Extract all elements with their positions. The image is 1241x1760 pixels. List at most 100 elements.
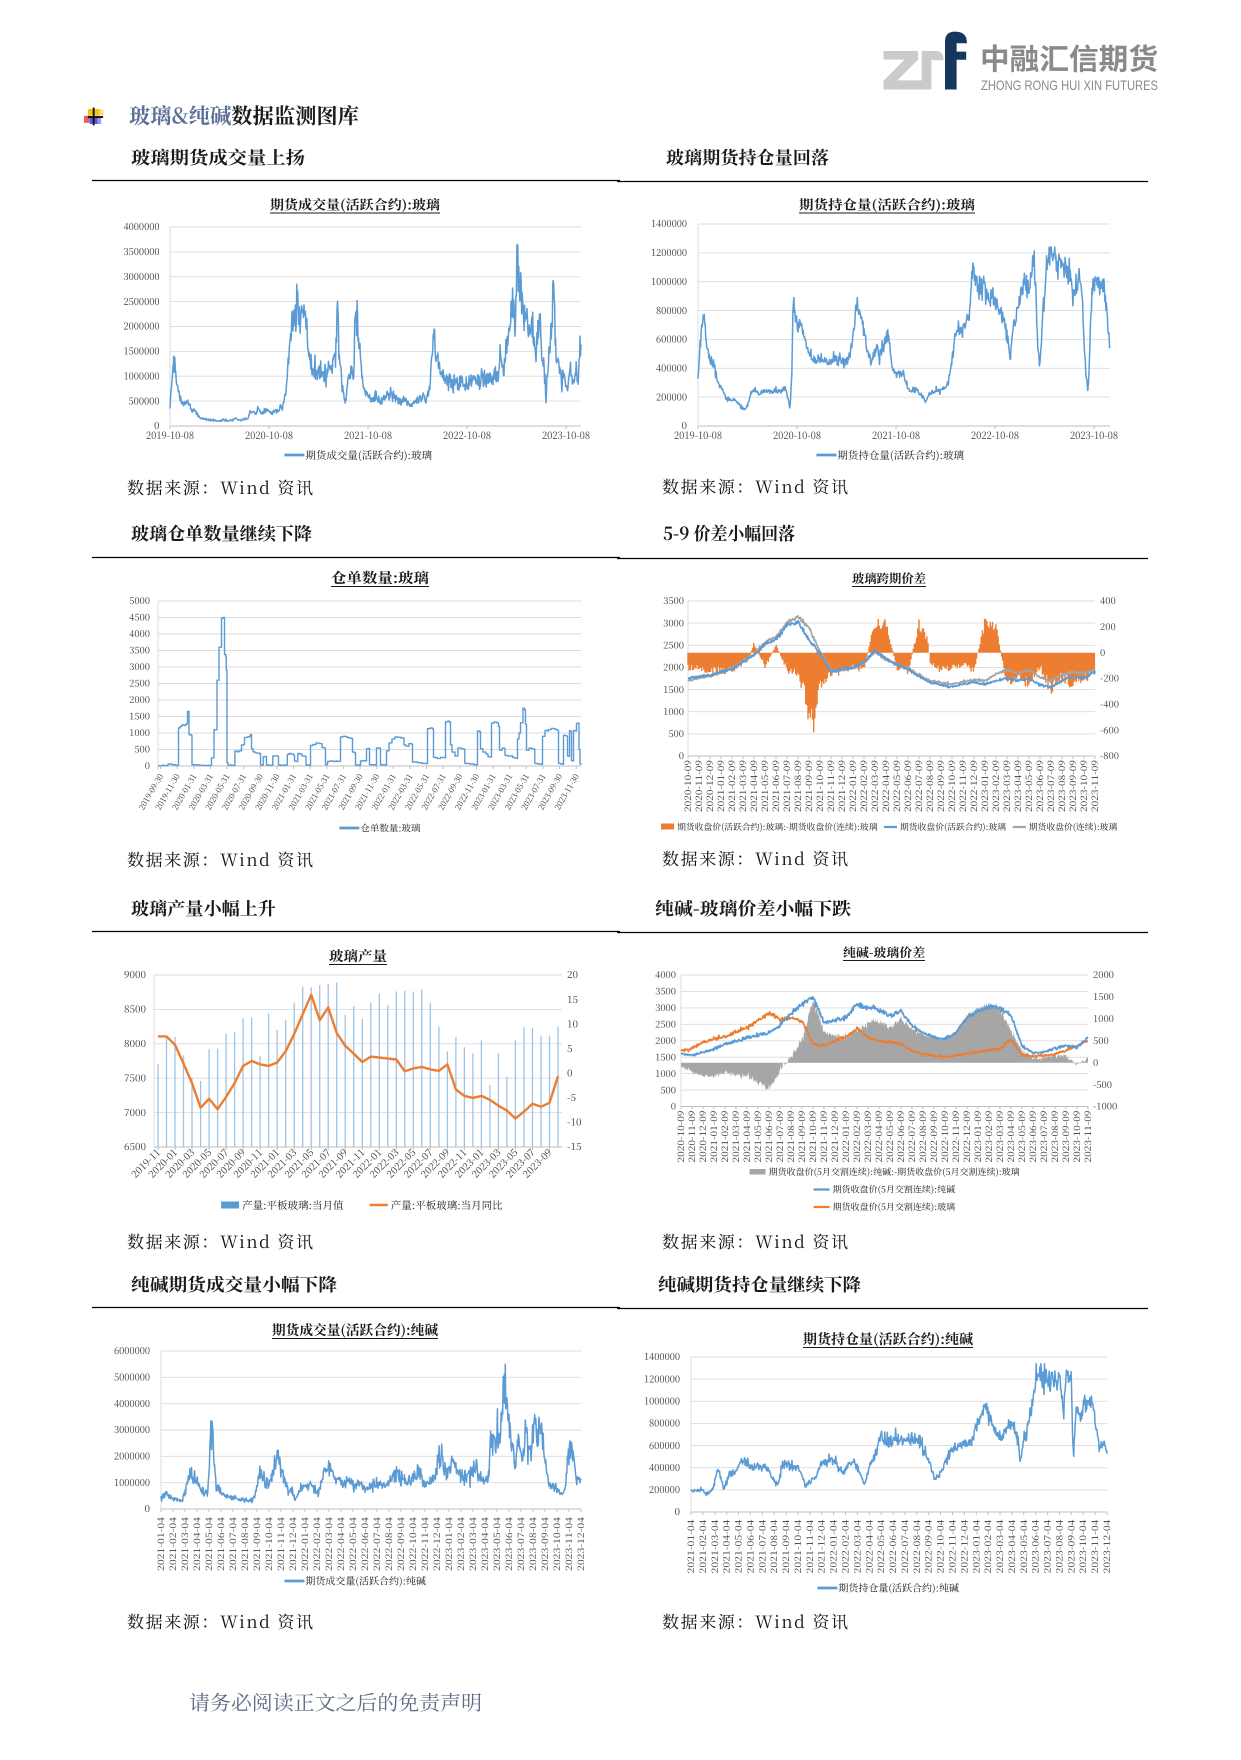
svg-text:玻璃跨期价差: 玻璃跨期价差 [852,569,926,587]
svg-text:0: 0 [145,758,150,772]
svg-text:2023-06-04: 2023-06-04 [502,1517,515,1571]
svg-text:2022-03-09: 2022-03-09 [868,760,881,812]
svg-text:1500: 1500 [1093,989,1114,1003]
svg-text:2500: 2500 [655,1017,676,1031]
svg-text:2022-07-09: 2022-07-09 [905,1110,918,1162]
svg-text:2023-04-04: 2023-04-04 [478,1517,491,1571]
svg-text:2023-04-09: 2023-04-09 [1011,760,1024,812]
svg-text:2020-10-09: 2020-10-09 [681,760,694,812]
svg-text:1400000: 1400000 [651,215,687,230]
svg-text:2023-05-04: 2023-05-04 [1017,1519,1030,1573]
svg-text:1000000: 1000000 [644,1393,680,1408]
svg-text:3000: 3000 [663,615,684,629]
svg-text:2023-05-09: 2023-05-09 [1015,1110,1028,1162]
svg-text:200000: 200000 [656,388,687,403]
svg-text:期货持仓量(活跃合约):纯碱: 期货持仓量(活跃合约):纯碱 [803,1329,973,1349]
svg-text:4000: 4000 [129,626,150,640]
svg-text:2022-05-09: 2022-05-09 [883,1110,896,1162]
svg-text:3000: 3000 [129,659,150,673]
svg-text:数据来源：Wind 资讯: 数据来源：Wind 资讯 [127,1228,315,1253]
svg-text:3500000: 3500000 [124,243,160,258]
svg-text:2021-04-09: 2021-04-09 [740,1110,753,1162]
svg-text:2021-04-04: 2021-04-04 [720,1519,733,1573]
svg-text:仓单数量:玻璃: 仓单数量:玻璃 [360,820,421,834]
svg-text:期货成交量(活跃合约):纯碱: 期货成交量(活跃合约):纯碱 [305,1573,426,1588]
svg-text:2021-11-09: 2021-11-09 [824,760,837,812]
svg-text:2021-08-04: 2021-08-04 [238,1517,251,1571]
svg-text:2023-10-04: 2023-10-04 [1076,1519,1089,1573]
svg-text:500: 500 [1093,1033,1109,1047]
svg-text:玻璃&纯碱数据监测图库: 玻璃&纯碱数据监测图库 [129,100,359,131]
svg-text:期货收盘价(连续):玻璃: 期货收盘价(连续):玻璃 [1029,820,1118,833]
svg-text:2500000: 2500000 [124,293,160,308]
svg-text:期货成交量(活跃合约):玻璃: 期货成交量(活跃合约):玻璃 [305,448,432,463]
svg-text:-500: -500 [1093,1077,1112,1091]
svg-text:-200: -200 [1100,671,1119,685]
svg-text:3500: 3500 [663,593,684,607]
svg-text:中融汇信期货: 中融汇信期货 [980,37,1158,79]
svg-text:期货收盘价(5月交割连续):纯碱:-期货收盘价(5月交割连续: 期货收盘价(5月交割连续):纯碱:-期货收盘价(5月交割连续):玻璃 [769,1165,1020,1178]
svg-text:2021-05-09: 2021-05-09 [758,760,771,812]
svg-text:2023-11-09: 2023-11-09 [1088,760,1101,812]
svg-text:期货成交量(活跃合约):纯碱: 期货成交量(活跃合约):纯碱 [272,1320,438,1340]
svg-text:2020-10-08: 2020-10-08 [245,428,293,443]
svg-text:2023-07-09: 2023-07-09 [1037,1110,1050,1162]
svg-text:2023-01-09: 2023-01-09 [978,760,991,812]
svg-text:10: 10 [567,1015,579,1030]
svg-text:期货收盘价(5月交割连续):纯碱: 期货收盘价(5月交割连续):纯碱 [833,1183,956,1196]
svg-text:2022-10-09: 2022-10-09 [945,760,958,812]
svg-text:2022-06-04: 2022-06-04 [886,1519,899,1573]
svg-text:期货持仓量(活跃合约):玻璃: 期货持仓量(活跃合约):玻璃 [799,194,976,214]
svg-text:3000000: 3000000 [124,268,160,283]
svg-text:1500: 1500 [663,682,684,696]
svg-text:400: 400 [1100,593,1116,607]
svg-text:2500: 2500 [663,638,684,652]
svg-text:玻璃产量小幅上升: 玻璃产量小幅上升 [131,895,276,921]
svg-text:0: 0 [682,417,688,432]
svg-text:-15: -15 [567,1138,581,1153]
svg-text:2022-02-04: 2022-02-04 [310,1517,323,1571]
svg-text:2021-11-04: 2021-11-04 [803,1519,816,1573]
svg-text:2021-08-04: 2021-08-04 [767,1519,780,1573]
svg-text:2021-05-04: 2021-05-04 [732,1519,745,1573]
svg-text:2022-03-04: 2022-03-04 [850,1519,863,1573]
svg-text:2022-06-09: 2022-06-09 [901,760,914,812]
svg-text:2021-05-04: 2021-05-04 [202,1517,215,1571]
svg-text:2020-11-09: 2020-11-09 [685,1110,698,1162]
svg-text:2020-10-08: 2020-10-08 [773,428,821,443]
svg-text:2023-09-04: 2023-09-04 [1064,1519,1077,1573]
svg-text:2023-08-04: 2023-08-04 [1053,1519,1066,1573]
svg-text:3000000: 3000000 [114,1421,150,1436]
svg-text:2023-10-08: 2023-10-08 [542,428,590,443]
svg-text:2023-10-08: 2023-10-08 [1070,428,1118,443]
svg-text:2023-06-09: 2023-06-09 [1033,760,1046,812]
svg-text:2023-08-09: 2023-08-09 [1048,1110,1061,1162]
svg-text:2022-07-04: 2022-07-04 [898,1519,911,1573]
svg-text:200: 200 [1100,619,1116,633]
svg-text:2020-11-09: 2020-11-09 [692,760,705,812]
svg-text:玻璃产量: 玻璃产量 [329,946,387,966]
svg-text:1400000: 1400000 [644,1348,680,1363]
svg-text:2022-03-04: 2022-03-04 [322,1517,335,1571]
svg-text:2000000: 2000000 [114,1448,150,1463]
svg-text:-5: -5 [567,1089,576,1104]
svg-text:2023-11-04: 2023-11-04 [1088,1519,1101,1573]
svg-text:1200000: 1200000 [651,244,687,259]
svg-text:2023-10-09: 2023-10-09 [1070,1110,1083,1162]
svg-text:2021-01-04: 2021-01-04 [154,1517,167,1571]
svg-text:2023-09-04: 2023-09-04 [538,1517,551,1571]
svg-text:2021-11-04: 2021-11-04 [274,1517,287,1571]
svg-text:2023-03-09: 2023-03-09 [1000,760,1013,812]
svg-text:2020-10-09: 2020-10-09 [674,1110,687,1162]
svg-text:2023-02-09: 2023-02-09 [982,1110,995,1162]
svg-text:1500000: 1500000 [124,343,160,358]
svg-text:4000000: 4000000 [124,218,160,233]
svg-text:2021-10-04: 2021-10-04 [262,1517,275,1571]
svg-text:0: 0 [567,1065,573,1080]
svg-text:2023-05-04: 2023-05-04 [490,1517,503,1571]
svg-text:2022-11-09: 2022-11-09 [956,760,969,812]
svg-text:6500: 6500 [124,1138,147,1153]
svg-text:2022-04-04: 2022-04-04 [334,1517,347,1571]
svg-text:2022-09-04: 2022-09-04 [394,1517,407,1571]
svg-text:玻璃期货成交量上扬: 玻璃期货成交量上扬 [131,144,305,170]
